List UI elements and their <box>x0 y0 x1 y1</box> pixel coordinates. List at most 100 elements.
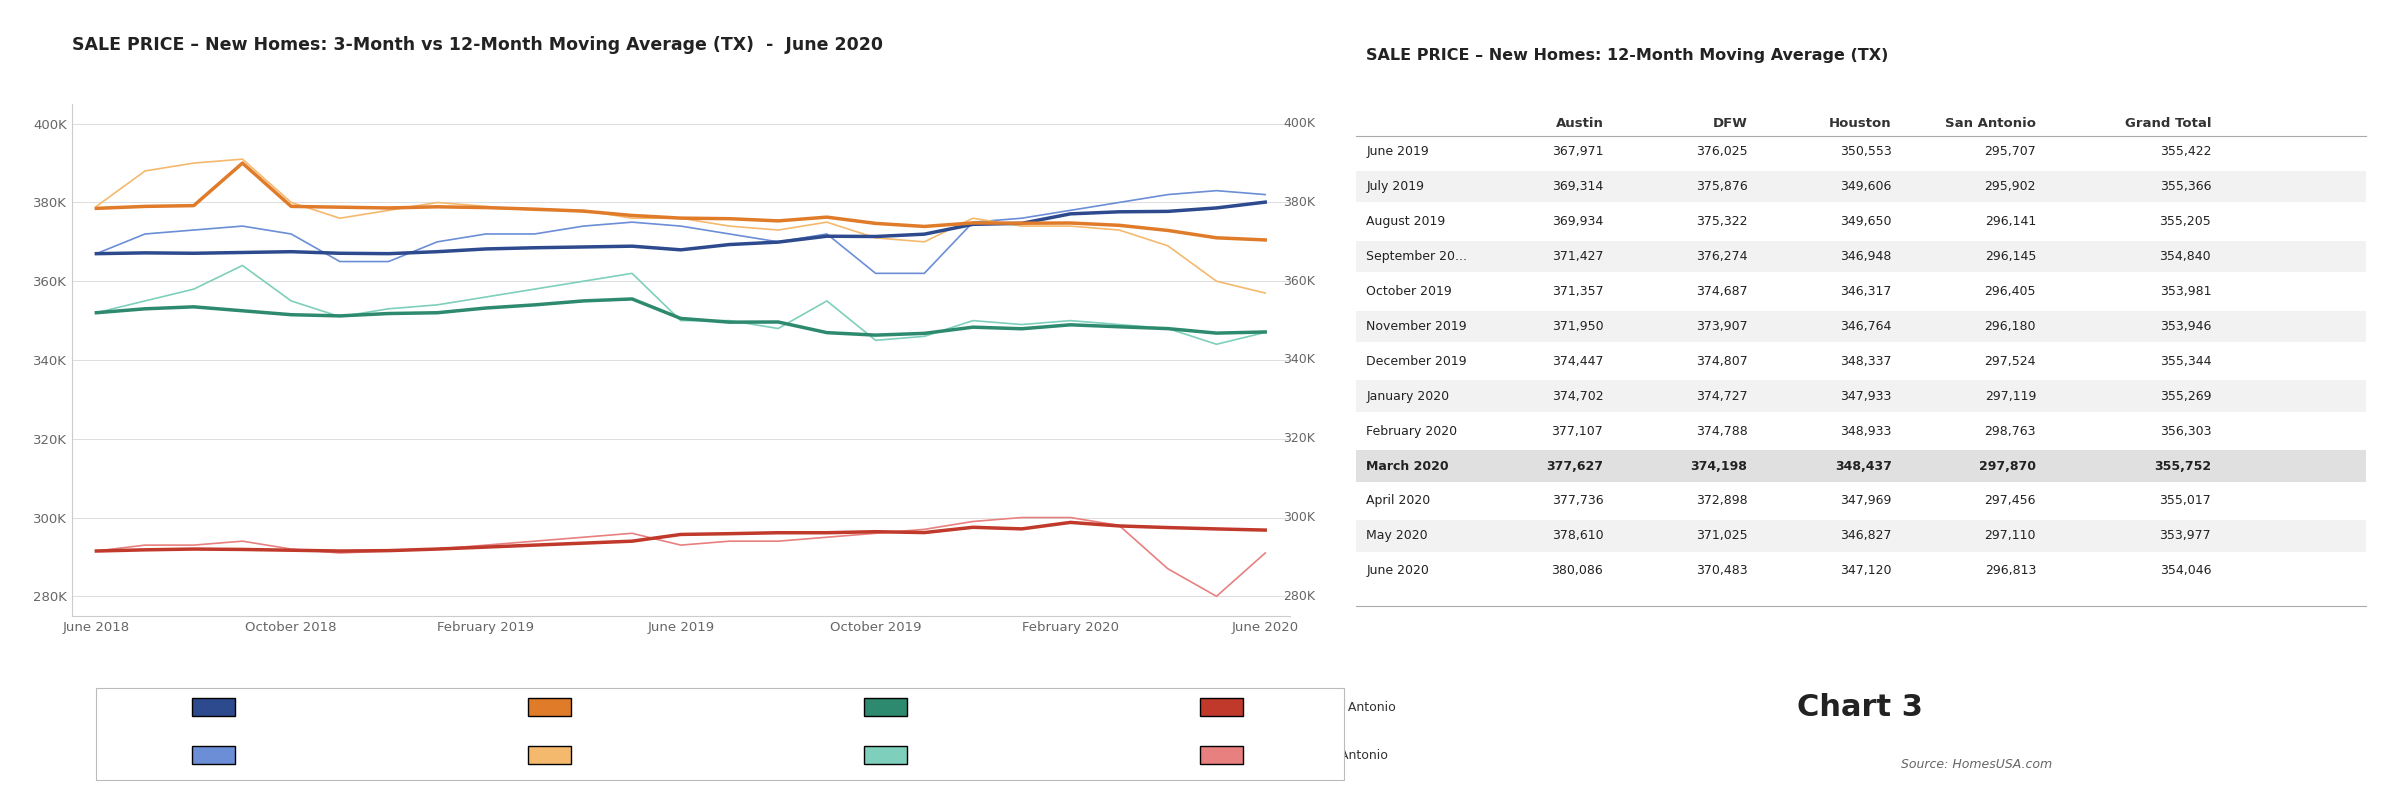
Bar <box>1356 555 2366 586</box>
Text: 3-Month, DFW: 3-Month, DFW <box>581 749 670 762</box>
Text: 374,788: 374,788 <box>1697 425 1747 438</box>
Text: 3-Month, Houston: 3-Month, Houston <box>917 749 1027 762</box>
Text: 377,107: 377,107 <box>1550 425 1603 438</box>
Text: DFW: DFW <box>1714 117 1747 130</box>
Text: 3-Month, Austin: 3-Month, Austin <box>245 749 343 762</box>
Text: 296,405: 296,405 <box>1985 285 2035 298</box>
Text: 377,627: 377,627 <box>1546 459 1603 473</box>
Text: July 2019: July 2019 <box>1366 180 1423 193</box>
Text: 374,702: 374,702 <box>1553 390 1603 402</box>
Text: 374,687: 374,687 <box>1697 285 1747 298</box>
Text: Grand Total: Grand Total <box>2124 117 2210 130</box>
Text: 297,110: 297,110 <box>1985 530 2035 542</box>
Text: 296,145: 296,145 <box>1985 250 2035 263</box>
Text: 297,524: 297,524 <box>1985 354 2035 368</box>
Text: 295,707: 295,707 <box>1985 146 2035 158</box>
Text: 296,813: 296,813 <box>1985 564 2035 578</box>
Text: 297,456: 297,456 <box>1985 494 2035 507</box>
Text: 377,736: 377,736 <box>1553 494 1603 507</box>
Text: 340K: 340K <box>1284 354 1315 366</box>
Bar <box>1356 415 2366 447</box>
Text: October 2019: October 2019 <box>1366 285 1452 298</box>
Text: September 20...: September 20... <box>1366 250 1466 263</box>
Text: 353,981: 353,981 <box>2160 285 2210 298</box>
Text: 355,269: 355,269 <box>2160 390 2210 402</box>
Text: 371,427: 371,427 <box>1553 250 1603 263</box>
Text: 353,977: 353,977 <box>2160 530 2210 542</box>
Bar <box>1356 346 2366 377</box>
Text: Chart 3: Chart 3 <box>1798 694 1922 722</box>
Text: 374,807: 374,807 <box>1697 354 1747 368</box>
Bar <box>1356 276 2366 307</box>
Text: 320K: 320K <box>1284 432 1315 446</box>
Text: 360K: 360K <box>1284 274 1315 288</box>
Bar <box>1356 171 2366 202</box>
Text: 347,120: 347,120 <box>1841 564 1891 578</box>
Text: 374,198: 374,198 <box>1690 459 1747 473</box>
Text: 347,969: 347,969 <box>1841 494 1891 507</box>
Text: June 2020: June 2020 <box>1366 564 1430 578</box>
Bar <box>1356 206 2366 238</box>
Text: 374,727: 374,727 <box>1697 390 1747 402</box>
Text: 375,876: 375,876 <box>1697 180 1747 193</box>
Text: 297,870: 297,870 <box>1980 459 2035 473</box>
Text: SALE PRICE – New Homes: 3-Month vs 12-Month Moving Average (TX)  -  June 2020: SALE PRICE – New Homes: 3-Month vs 12-Mo… <box>72 36 883 54</box>
Text: 298,763: 298,763 <box>1985 425 2035 438</box>
Bar <box>1356 381 2366 412</box>
Text: Source: HomesUSA.com: Source: HomesUSA.com <box>1901 758 2052 770</box>
Text: 295,902: 295,902 <box>1985 180 2035 193</box>
Text: 376,025: 376,025 <box>1697 146 1747 158</box>
Text: 355,366: 355,366 <box>2160 180 2210 193</box>
Bar <box>1356 310 2366 342</box>
Text: San Antonio: San Antonio <box>1944 117 2035 130</box>
Text: March 2020: March 2020 <box>1366 459 1450 473</box>
Text: 369,934: 369,934 <box>1553 215 1603 228</box>
Text: December 2019: December 2019 <box>1366 354 1466 368</box>
Text: 374,447: 374,447 <box>1553 354 1603 368</box>
Text: 355,205: 355,205 <box>2160 215 2210 228</box>
Text: 373,907: 373,907 <box>1697 320 1747 333</box>
Text: 371,025: 371,025 <box>1697 530 1747 542</box>
Text: 12-Month, Austin: 12-Month, Austin <box>245 701 350 714</box>
Bar <box>1356 241 2366 272</box>
Text: 348,437: 348,437 <box>1836 459 1891 473</box>
Text: 355,422: 355,422 <box>2160 146 2210 158</box>
Text: 371,950: 371,950 <box>1553 320 1603 333</box>
Text: November 2019: November 2019 <box>1366 320 1466 333</box>
Text: 12-Month, DFW: 12-Month, DFW <box>581 701 677 714</box>
Text: 376,274: 376,274 <box>1697 250 1747 263</box>
Text: 400K: 400K <box>1284 117 1315 130</box>
Text: 349,650: 349,650 <box>1841 215 1891 228</box>
Text: 350,553: 350,553 <box>1841 146 1891 158</box>
Text: 354,840: 354,840 <box>2160 250 2210 263</box>
Text: 355,017: 355,017 <box>2160 494 2210 507</box>
Text: 369,314: 369,314 <box>1553 180 1603 193</box>
Text: 355,752: 355,752 <box>2155 459 2210 473</box>
Text: 12-Month, San Antonio: 12-Month, San Antonio <box>1253 701 1394 714</box>
Text: 355,344: 355,344 <box>2160 354 2210 368</box>
Bar <box>1356 136 2366 167</box>
Text: 380K: 380K <box>1284 196 1315 209</box>
Text: 380,086: 380,086 <box>1550 564 1603 578</box>
Text: 296,180: 296,180 <box>1985 320 2035 333</box>
Text: 349,606: 349,606 <box>1841 180 1891 193</box>
Text: August 2019: August 2019 <box>1366 215 1445 228</box>
Text: 367,971: 367,971 <box>1553 146 1603 158</box>
Text: 347,933: 347,933 <box>1841 390 1891 402</box>
Text: 375,322: 375,322 <box>1697 215 1747 228</box>
Text: 348,337: 348,337 <box>1841 354 1891 368</box>
Text: 280K: 280K <box>1284 590 1315 603</box>
Bar <box>1356 450 2366 482</box>
Text: 356,303: 356,303 <box>2160 425 2210 438</box>
Text: 353,946: 353,946 <box>2160 320 2210 333</box>
Text: 3-Month, San Antonio: 3-Month, San Antonio <box>1253 749 1387 762</box>
Text: All data shown are monthly averages: All data shown are monthly averages <box>1027 695 1289 708</box>
Text: SALE PRICE – New Homes: 12-Month Moving Average (TX): SALE PRICE – New Homes: 12-Month Moving … <box>1366 48 1889 63</box>
Text: 378,610: 378,610 <box>1553 530 1603 542</box>
Text: 346,317: 346,317 <box>1841 285 1891 298</box>
Text: February 2020: February 2020 <box>1366 425 1457 438</box>
Text: 354,046: 354,046 <box>2160 564 2210 578</box>
Text: 346,764: 346,764 <box>1841 320 1891 333</box>
Text: 296,141: 296,141 <box>1985 215 2035 228</box>
Text: 370,483: 370,483 <box>1697 564 1747 578</box>
